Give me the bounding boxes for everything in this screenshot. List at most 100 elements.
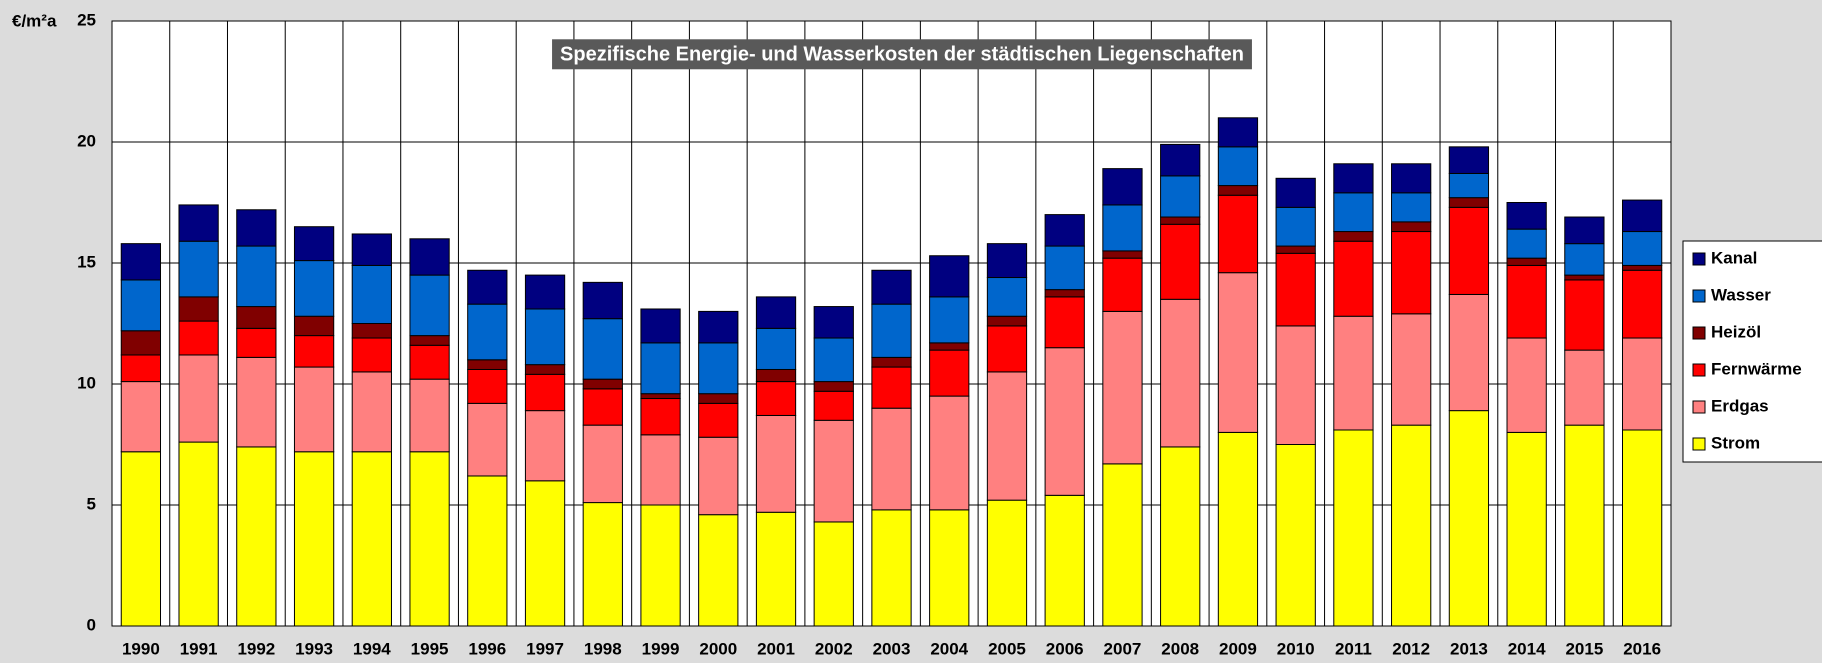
- bar-segment: [1448, 172, 1490, 199]
- legend-swatch: [1692, 252, 1706, 266]
- bar-segment: [1333, 240, 1374, 317]
- bar-segment: [1506, 337, 1547, 433]
- bar-segment: [351, 371, 392, 453]
- legend-swatch: [1692, 289, 1706, 303]
- bar-segment: [351, 264, 392, 325]
- y-tick-label: 15: [77, 252, 96, 271]
- bar-segment: [409, 335, 450, 346]
- bar-segment: [986, 315, 1028, 327]
- bar-segment: [1160, 223, 1201, 300]
- bar-segment: [986, 371, 1028, 501]
- x-tick-label: 2002: [815, 639, 853, 658]
- bar-segment: [1564, 279, 1605, 351]
- bar-segment: [1217, 194, 1259, 274]
- y-axis-label: €/m²a: [12, 11, 57, 30]
- bar-segment: [640, 504, 681, 627]
- bar-segment: [698, 514, 739, 627]
- bar-segment: [409, 451, 450, 627]
- bar-segment: [178, 441, 219, 627]
- bar-segment: [813, 419, 854, 523]
- bar-segment: [1044, 296, 1085, 349]
- bar-segment: [1044, 494, 1085, 627]
- legend-label: Wasser: [1711, 285, 1771, 304]
- bar-segment: [1275, 444, 1316, 627]
- bar-segment: [871, 407, 912, 511]
- bar-segment: [1506, 264, 1547, 339]
- bar-segment: [929, 342, 970, 351]
- y-tick-label: 20: [77, 131, 96, 150]
- x-tick-label: 2003: [873, 639, 911, 658]
- bar-segment: [640, 398, 681, 436]
- bar-segment: [409, 274, 450, 337]
- bar-segment: [929, 395, 970, 511]
- bar-segment: [1506, 431, 1547, 627]
- bar-segment: [929, 509, 970, 627]
- bar-segment: [1275, 245, 1316, 254]
- bar-segment: [1044, 214, 1085, 247]
- x-tick-label: 2005: [988, 639, 1026, 658]
- bar-segment: [1448, 410, 1490, 627]
- bar-segment: [293, 451, 335, 627]
- bar-segment: [1391, 424, 1432, 627]
- legend-swatch: [1692, 326, 1706, 340]
- bar-segment: [986, 325, 1028, 373]
- bar-segment: [1275, 206, 1316, 247]
- bar-segment: [120, 381, 162, 453]
- bar-segment: [120, 279, 162, 332]
- legend-label: Strom: [1711, 433, 1760, 452]
- bar-segment: [1160, 446, 1201, 627]
- x-tick-label: 2008: [1161, 639, 1199, 658]
- bar-segment: [524, 410, 566, 482]
- bar-segment: [1217, 431, 1259, 627]
- bar-segment: [813, 521, 854, 627]
- x-tick-label: 2013: [1450, 639, 1488, 658]
- bar-segment: [524, 308, 566, 366]
- legend-label: Erdgas: [1711, 396, 1769, 415]
- x-tick-label: 1999: [642, 639, 680, 658]
- x-tick-label: 2011: [1335, 639, 1372, 658]
- bar-segment: [1102, 168, 1143, 206]
- bar-segment: [351, 233, 392, 266]
- legend-label: Kanal: [1711, 248, 1757, 267]
- bar-segment: [1391, 221, 1432, 233]
- bar-segment: [1160, 298, 1201, 448]
- bar-segment: [1102, 250, 1143, 259]
- bar-segment: [755, 296, 797, 329]
- bar-segment: [409, 344, 450, 380]
- bar-segment: [1564, 424, 1605, 627]
- y-tick-label: 0: [87, 615, 96, 634]
- y-tick-label: 25: [77, 10, 96, 29]
- x-tick-label: 1994: [353, 639, 391, 658]
- bar-segment: [755, 368, 797, 383]
- bar-segment: [1391, 313, 1432, 426]
- bar-segment: [1564, 216, 1605, 245]
- bar-segment: [524, 364, 566, 375]
- chart-title: Spezifische Energie- und Wasserkosten de…: [560, 43, 1244, 65]
- bar-segment: [986, 243, 1028, 279]
- bar-segment: [351, 337, 392, 373]
- bar-segment: [409, 378, 450, 453]
- bar-segment: [236, 306, 277, 329]
- bar-segment: [524, 274, 566, 310]
- bar-segment: [351, 451, 392, 627]
- bar-segment: [178, 204, 219, 242]
- bar-segment: [698, 402, 739, 438]
- bar-segment: [1391, 192, 1432, 223]
- bar-segment: [178, 320, 219, 356]
- bar-segment: [871, 303, 912, 358]
- bar-segment: [813, 337, 854, 383]
- bar-segment: [293, 226, 335, 262]
- x-tick-label: 2016: [1623, 639, 1661, 658]
- bar-segment: [351, 323, 392, 339]
- bar-segment: [986, 499, 1028, 627]
- legend-swatch: [1692, 437, 1706, 451]
- bar-segment: [1102, 204, 1143, 252]
- bar-segment: [1217, 146, 1259, 187]
- bar-segment: [1333, 315, 1374, 431]
- x-tick-label: 1995: [411, 639, 449, 658]
- x-tick-label: 1992: [237, 639, 275, 658]
- bar-segment: [871, 366, 912, 409]
- bar-segment: [1217, 272, 1259, 433]
- bar-segment: [1275, 177, 1316, 208]
- bar-segment: [1160, 216, 1201, 225]
